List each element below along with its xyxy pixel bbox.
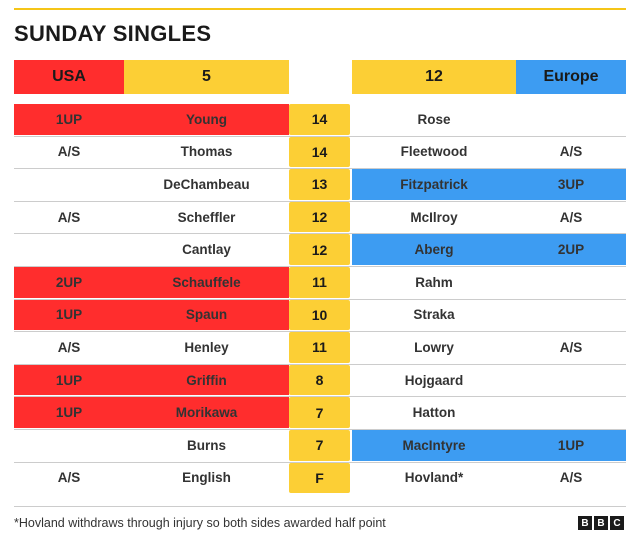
europe-winning-highlight [352, 169, 626, 200]
row-divider [14, 363, 626, 365]
footnote: *Hovland withdraws through injury so bot… [14, 516, 386, 530]
usa-player-name: Thomas [180, 144, 233, 160]
usa-winning-highlight [14, 397, 289, 428]
europe-match-status [516, 365, 626, 396]
usa-player-name: DeChambeau [163, 176, 250, 192]
usa-match-status: A/S [57, 339, 81, 355]
bbc-logo-letter: B [578, 516, 592, 530]
row-divider [14, 266, 626, 267]
bbc-logo: B B C [578, 516, 624, 530]
europe-match-status: A/S [559, 470, 583, 486]
usa-player-name: Scheffler [177, 209, 236, 225]
usa-match-status [14, 234, 124, 265]
europe-player-name: Hatton [412, 405, 456, 421]
row-divider [14, 396, 626, 398]
usa-match-status [14, 430, 124, 461]
row-divider [14, 200, 626, 202]
europe-player-name: Aberg [414, 242, 454, 258]
usa-player-name: Henley [184, 339, 229, 355]
usa-match-status: A/S [57, 470, 81, 486]
europe-player-name: Rahm [415, 274, 453, 290]
hole-number: 11 [289, 267, 350, 298]
row-divider [14, 233, 626, 235]
usa-winning-highlight [14, 267, 289, 298]
usa-player-name: Schauffele [172, 274, 241, 290]
hole-number: 7 [289, 397, 350, 428]
europe-match-status [516, 300, 626, 331]
europe-player-name: Fitzpatrick [400, 176, 468, 192]
hole-number: 14 [289, 136, 350, 168]
europe-match-status: 2UP [557, 242, 585, 258]
page-title: SUNDAY SINGLES [14, 21, 212, 46]
europe-player-name: Straka [413, 307, 455, 323]
europe-player-name: Fleetwood [400, 144, 468, 160]
footer-divider [14, 506, 626, 507]
europe-player-name: Hovland* [404, 470, 464, 486]
europe-match-status: A/S [559, 339, 583, 355]
europe-winning-highlight [352, 430, 626, 461]
usa-winning-highlight [14, 104, 289, 135]
europe-player-name: MacIntyre [402, 437, 466, 453]
usa-player-name: Young [186, 111, 227, 127]
europe-player-name: Rose [417, 111, 451, 127]
top-accent-line [14, 8, 626, 10]
europe-match-status [516, 397, 626, 428]
usa-match-status [14, 169, 124, 200]
usa-player-name: Morikawa [175, 405, 238, 421]
europe-player-name: Lowry [414, 339, 454, 355]
row-divider [14, 331, 626, 333]
europe-score: 12 [352, 60, 516, 94]
usa-match-status: A/S [57, 209, 81, 225]
europe-match-status: A/S [559, 144, 583, 160]
hole-number: 13 [289, 169, 350, 200]
usa-player-name: Burns [186, 437, 226, 453]
europe-player-name: Hojgaard [404, 372, 464, 388]
europe-player-name: McIlroy [410, 209, 458, 225]
hole-number: 7 [289, 430, 350, 461]
europe-label: Europe [516, 60, 626, 94]
usa-match-status: 1UP [55, 111, 83, 127]
hole-number: 11 [289, 332, 350, 363]
hole-number: 8 [289, 364, 350, 396]
usa-player-name: Cantlay [182, 242, 231, 258]
europe-match-status: 1UP [557, 437, 585, 453]
bbc-logo-letter: C [610, 516, 624, 530]
usa-winning-highlight [14, 364, 289, 396]
usa-player-name: English [182, 470, 231, 486]
hole-number: F [289, 462, 350, 494]
usa-match-status: 1UP [55, 307, 83, 323]
europe-match-status [516, 267, 626, 298]
usa-match-status: 2UP [55, 274, 83, 290]
row-divider [14, 168, 626, 170]
row-divider [14, 461, 626, 463]
usa-match-status: 1UP [55, 405, 83, 421]
usa-player-name: Spaun [185, 307, 228, 323]
usa-label: USA [14, 60, 124, 94]
europe-match-status: A/S [559, 209, 583, 225]
europe-match-status [516, 104, 626, 135]
hole-number: 12 [289, 234, 350, 265]
usa-score: 5 [124, 60, 289, 94]
hole-number: 12 [289, 201, 350, 233]
usa-match-status: A/S [57, 144, 81, 160]
europe-winning-highlight [352, 234, 626, 265]
bbc-logo-letter: B [594, 516, 608, 530]
usa-player-name: Griffin [186, 372, 227, 388]
hole-number: 10 [289, 299, 350, 331]
row-divider [14, 298, 626, 300]
europe-match-status: 3UP [557, 176, 585, 192]
row-divider [14, 429, 626, 430]
usa-match-status: 1UP [55, 372, 83, 388]
usa-winning-highlight [14, 299, 289, 331]
hole-number: 14 [289, 104, 350, 135]
row-divider [14, 135, 626, 137]
